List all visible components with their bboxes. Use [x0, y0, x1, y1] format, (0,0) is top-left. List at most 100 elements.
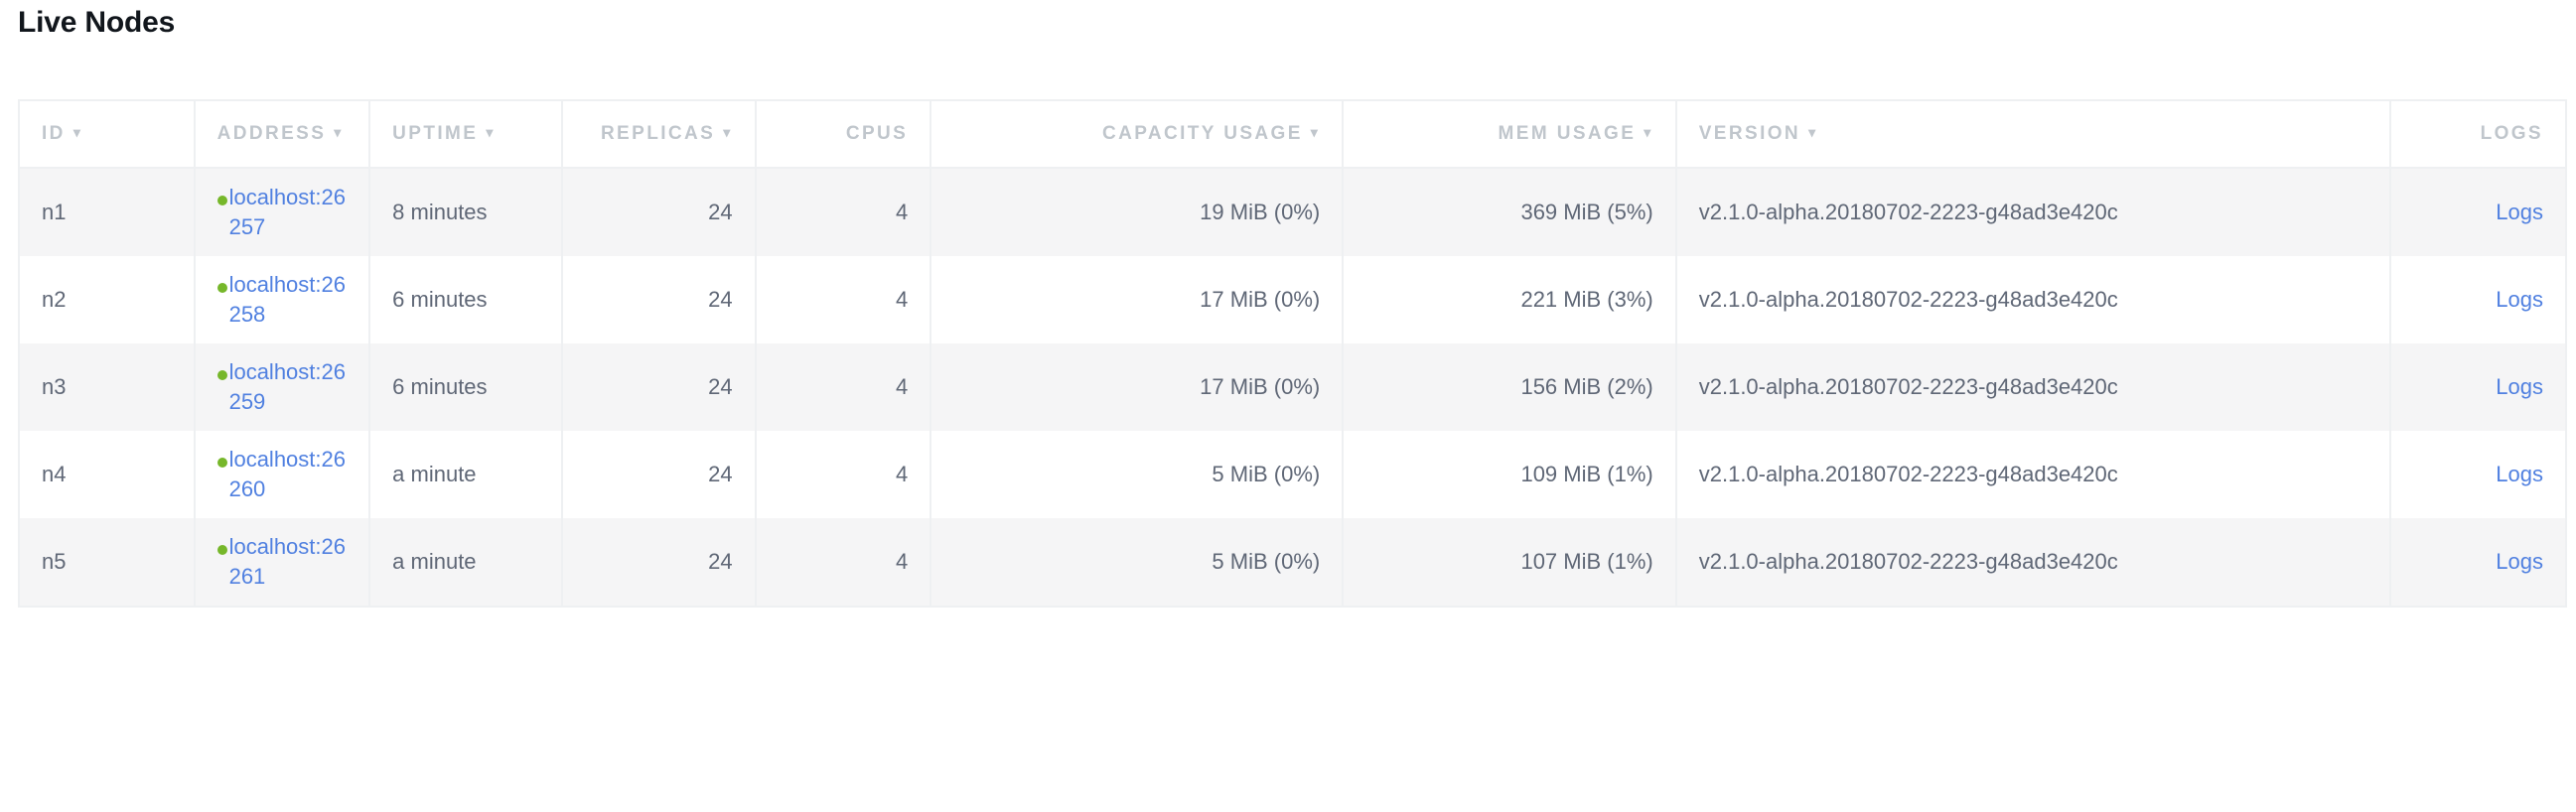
logs-link[interactable]: Logs [2496, 549, 2543, 574]
uptime-text: 6 minutes [392, 287, 488, 312]
cell-node-id: n2 [18, 256, 196, 343]
cell-mem-usage: 221 MiB (3%) [1342, 256, 1677, 343]
sort-caret-down-icon[interactable]: ▾ [1310, 124, 1321, 140]
table-row[interactable]: n3 localhost:26259 6 minutes 24 4 17 MiB… [18, 343, 2567, 431]
uptime-text: a minute [392, 549, 477, 574]
address-link[interactable]: localhost:26257 [228, 185, 346, 239]
cell-address: localhost:26261 [193, 518, 371, 608]
cell-address: localhost:26259 [193, 343, 371, 431]
cell-replicas: 24 [561, 168, 757, 256]
version-text: v2.1.0-alpha.20180702-2223-g48ad3e420c [1698, 374, 2118, 399]
column-header-uptime[interactable]: UPTIME ▾ [368, 99, 564, 169]
uptime-text: 8 minutes [392, 200, 488, 224]
cell-address: localhost:26260 [193, 431, 371, 518]
cell-cpus: 4 [754, 431, 932, 518]
logs-link[interactable]: Logs [2496, 200, 2543, 224]
node-status-dot-icon [216, 196, 227, 205]
cell-version: v2.1.0-alpha.20180702-2223-g48ad3e420c [1674, 343, 2392, 431]
logs-link[interactable]: Logs [2496, 462, 2543, 486]
cell-capacity-usage: 5 MiB (0%) [930, 431, 1345, 518]
sort-caret-down-icon[interactable]: ▾ [486, 124, 496, 140]
cell-uptime: a minute [368, 518, 564, 608]
column-header-mem-usage-label: MEM USAGE [1498, 123, 1637, 144]
column-header-address[interactable]: ADDRESS ▾ [193, 99, 371, 169]
cell-cpus: 4 [754, 256, 932, 343]
sort-caret-down-icon[interactable]: ▾ [1644, 124, 1653, 140]
sort-caret-down-icon[interactable]: ▾ [1808, 124, 1818, 140]
cell-capacity-usage: 5 MiB (0%) [930, 518, 1345, 608]
uptime-text: 6 minutes [392, 374, 488, 399]
cell-replicas: 24 [561, 343, 757, 431]
logs-link[interactable]: Logs [2496, 374, 2543, 399]
cell-mem-usage: 107 MiB (1%) [1342, 518, 1677, 608]
address-link[interactable]: localhost:26258 [228, 272, 346, 327]
cell-replicas: 24 [561, 431, 757, 518]
column-header-logs-label: LOGS [2480, 123, 2543, 144]
column-header-replicas[interactable]: REPLICAS ▾ [561, 99, 757, 169]
live-nodes-table: ID ▾ ADDRESS ▾ UPTIME ▾ REPLICAS ▾ CPUS [18, 99, 2567, 608]
table-row[interactable]: n5 localhost:26261 a minute 24 4 5 MiB (… [18, 518, 2567, 608]
cell-version: v2.1.0-alpha.20180702-2223-g48ad3e420c [1674, 518, 2392, 608]
column-header-uptime-label: UPTIME [392, 123, 479, 144]
column-header-address-label: ADDRESS [216, 123, 327, 144]
cell-replicas: 24 [561, 518, 757, 608]
column-header-logs[interactable]: LOGS [2389, 99, 2567, 169]
cell-uptime: 6 minutes [368, 256, 564, 343]
cell-cpus: 4 [754, 518, 932, 608]
cell-cpus: 4 [754, 343, 932, 431]
logs-link[interactable]: Logs [2496, 287, 2543, 312]
column-header-id-label: ID [42, 123, 66, 144]
address-link[interactable]: localhost:26260 [228, 447, 346, 501]
address-link[interactable]: localhost:26261 [228, 534, 346, 589]
table-header: ID ▾ ADDRESS ▾ UPTIME ▾ REPLICAS ▾ CPUS [18, 99, 2567, 169]
node-status-dot-icon [216, 545, 227, 555]
cell-version: v2.1.0-alpha.20180702-2223-g48ad3e420c [1674, 431, 2392, 518]
cell-logs: Logs [2389, 168, 2567, 256]
sort-caret-down-icon[interactable]: ▾ [723, 124, 733, 140]
cell-capacity-usage: 19 MiB (0%) [930, 168, 1345, 256]
cell-capacity-usage: 17 MiB (0%) [930, 343, 1345, 431]
cell-node-id: n1 [18, 168, 196, 256]
version-text: v2.1.0-alpha.20180702-2223-g48ad3e420c [1698, 462, 2118, 486]
cell-logs: Logs [2389, 518, 2567, 608]
address-link[interactable]: localhost:26259 [228, 359, 346, 414]
table-row[interactable]: n2 localhost:26258 6 minutes 24 4 17 MiB… [18, 256, 2567, 343]
cell-cpus: 4 [754, 168, 932, 256]
cell-capacity-usage: 17 MiB (0%) [930, 256, 1345, 343]
table-header-row: ID ▾ ADDRESS ▾ UPTIME ▾ REPLICAS ▾ CPUS [18, 99, 2567, 169]
cell-address: localhost:26258 [193, 256, 371, 343]
table-body: n1 localhost:26257 8 minutes 24 4 19 MiB… [18, 168, 2567, 608]
cell-logs: Logs [2389, 431, 2567, 518]
version-text: v2.1.0-alpha.20180702-2223-g48ad3e420c [1698, 549, 2118, 574]
column-header-id[interactable]: ID ▾ [18, 99, 196, 169]
column-header-capacity-usage-label: CAPACITY USAGE [1101, 123, 1303, 144]
cell-uptime: 6 minutes [368, 343, 564, 431]
node-status-dot-icon [216, 283, 227, 293]
uptime-text: a minute [392, 462, 477, 486]
column-header-version[interactable]: VERSION ▾ [1674, 99, 2392, 169]
column-header-cpus-label: CPUS [845, 123, 909, 144]
cell-uptime: a minute [368, 431, 564, 518]
column-header-mem-usage[interactable]: MEM USAGE ▾ [1342, 99, 1677, 169]
column-header-capacity-usage[interactable]: CAPACITY USAGE ▾ [930, 99, 1345, 169]
sort-caret-down-icon[interactable]: ▾ [72, 124, 83, 140]
version-text: v2.1.0-alpha.20180702-2223-g48ad3e420c [1698, 287, 2118, 312]
version-text: v2.1.0-alpha.20180702-2223-g48ad3e420c [1698, 200, 2118, 224]
column-header-version-label: VERSION [1698, 123, 1801, 144]
cell-node-id: n4 [18, 431, 196, 518]
column-header-replicas-label: REPLICAS [600, 123, 716, 144]
cell-version: v2.1.0-alpha.20180702-2223-g48ad3e420c [1674, 256, 2392, 343]
live-nodes-table-container: ID ▾ ADDRESS ▾ UPTIME ▾ REPLICAS ▾ CPUS [18, 99, 2567, 806]
table-row[interactable]: n1 localhost:26257 8 minutes 24 4 19 MiB… [18, 168, 2567, 256]
column-header-cpus[interactable]: CPUS [754, 99, 932, 169]
node-status-dot-icon [216, 458, 227, 468]
cell-version: v2.1.0-alpha.20180702-2223-g48ad3e420c [1674, 168, 2392, 256]
node-status-dot-icon [216, 370, 227, 380]
table-row[interactable]: n4 localhost:26260 a minute 24 4 5 MiB (… [18, 431, 2567, 518]
sort-caret-down-icon[interactable]: ▾ [334, 124, 344, 140]
page-title: Live Nodes [18, 6, 176, 39]
cell-node-id: n3 [18, 343, 196, 431]
cell-logs: Logs [2389, 256, 2567, 343]
cell-mem-usage: 109 MiB (1%) [1342, 431, 1677, 518]
